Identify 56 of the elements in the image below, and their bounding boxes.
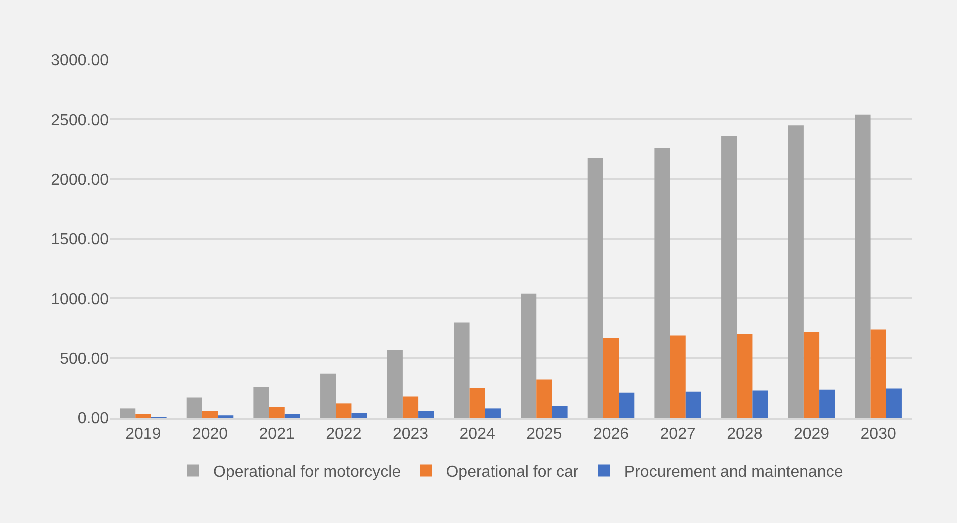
bar <box>485 408 501 418</box>
y-tick-label: 1500.00 <box>51 232 110 249</box>
bar <box>284 414 300 418</box>
bar <box>552 406 568 418</box>
x-tick-label: 2023 <box>392 426 429 444</box>
x-tick-label: 2028 <box>727 426 763 444</box>
x-tick-label: 2024 <box>460 426 496 444</box>
bar <box>186 398 202 418</box>
bar <box>418 411 434 418</box>
bar <box>387 350 403 418</box>
x-tick-label: 2026 <box>593 426 630 444</box>
bar <box>470 388 486 418</box>
bar <box>120 408 136 418</box>
bar <box>454 322 470 418</box>
x-tick-label: 2029 <box>794 426 830 444</box>
x-tick-label: 2020 <box>192 426 228 444</box>
bar <box>737 334 753 418</box>
bar <box>320 374 336 418</box>
legend-label: Operational for motorcycle <box>214 464 402 481</box>
bar <box>686 392 702 418</box>
bar <box>521 294 537 418</box>
bar <box>619 392 635 418</box>
y-tick-label: 500.00 <box>60 350 110 368</box>
y-tick-label: 3000.00 <box>51 52 110 70</box>
bar <box>870 330 886 418</box>
bar <box>654 148 670 418</box>
bar <box>722 136 738 418</box>
bar <box>603 338 620 418</box>
y-tick-label: 1000.00 <box>51 291 110 308</box>
bar <box>752 390 768 418</box>
x-tick-label: 2025 <box>526 426 562 444</box>
x-tick-label: 2019 <box>126 426 162 444</box>
y-tick-label: 2500.00 <box>51 112 110 130</box>
bar <box>269 407 285 418</box>
bar <box>136 414 152 418</box>
bar <box>886 388 902 418</box>
bar <box>352 413 368 418</box>
bar <box>804 332 820 418</box>
bar <box>254 386 270 418</box>
x-tick-label: 2022 <box>326 426 362 444</box>
bar <box>670 336 686 418</box>
bar <box>820 390 836 418</box>
bar <box>855 114 871 418</box>
y-tick-label: 2000.00 <box>51 172 110 189</box>
bar <box>336 404 352 418</box>
x-tick-label: 2027 <box>660 426 696 444</box>
x-tick-label: 2021 <box>259 426 295 444</box>
x-tick-label: 2030 <box>860 426 896 444</box>
bar <box>588 158 604 418</box>
y-tick-label: 0.00 <box>78 410 110 428</box>
bar <box>536 380 552 418</box>
bar <box>788 126 804 418</box>
legend-label: Procurement and maintenance <box>624 464 844 481</box>
bar <box>202 411 218 418</box>
bar <box>402 396 419 418</box>
legend-label: Operational for car <box>446 464 580 481</box>
